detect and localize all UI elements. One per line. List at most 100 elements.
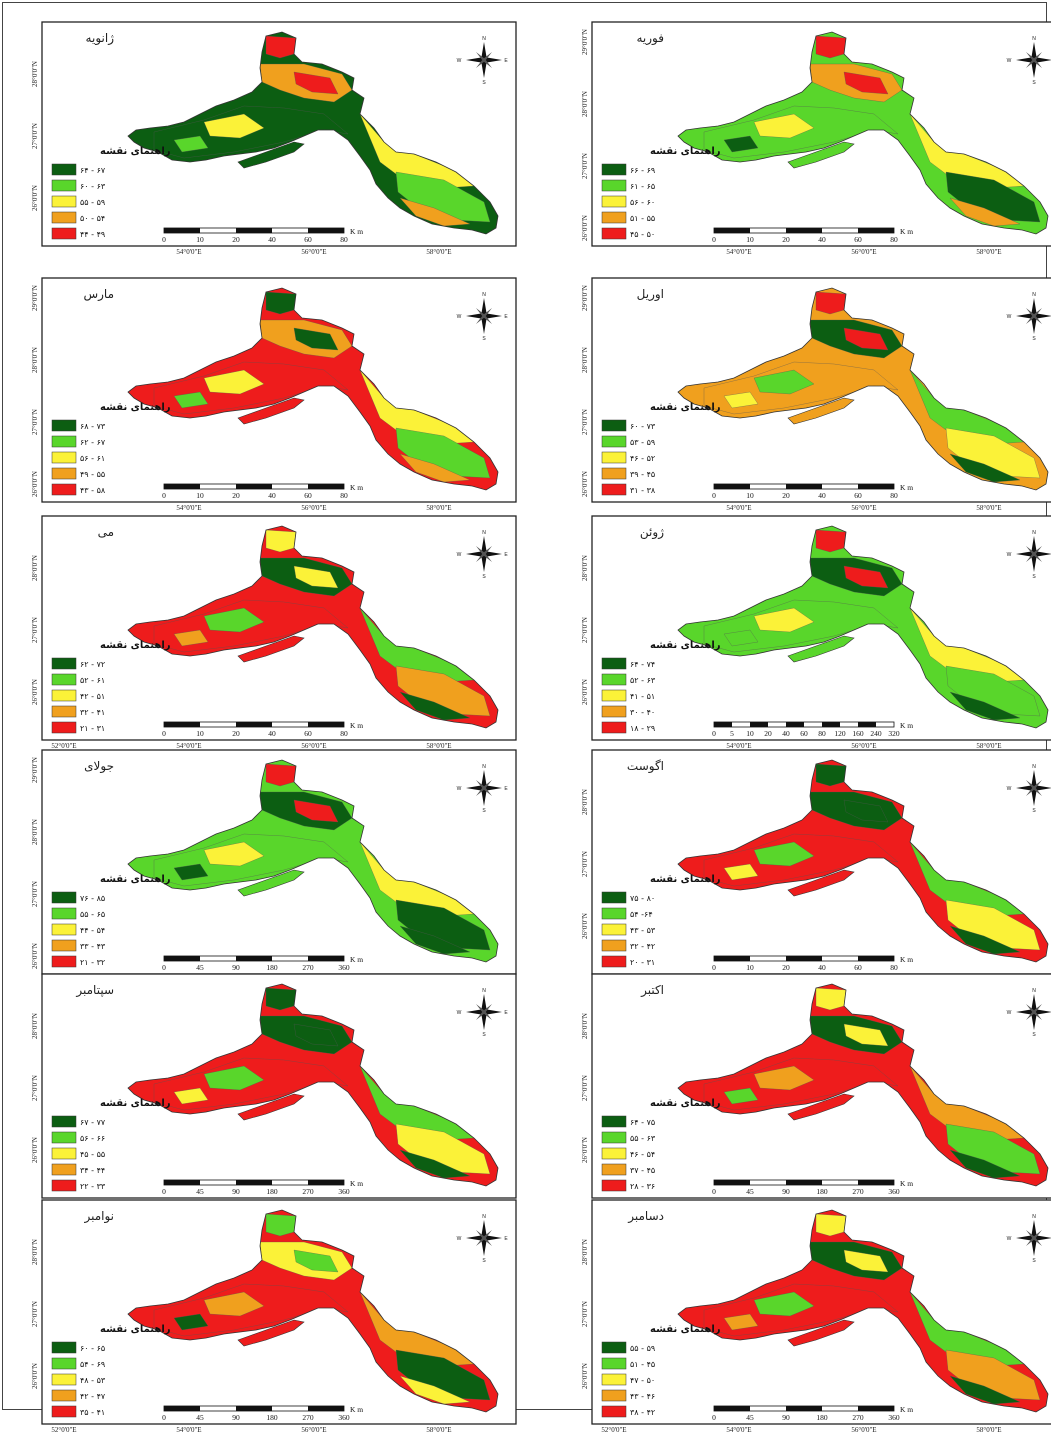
latitude-label: 28°0'0"N: [31, 1239, 39, 1265]
zone-polygon: [399, 197, 471, 227]
scale-label: 45: [746, 1187, 754, 1196]
island-polygon: [787, 635, 855, 663]
zone-polygon: [843, 565, 889, 589]
scale-label: 270: [852, 1413, 864, 1422]
svg-text:E: E: [504, 1010, 508, 1016]
month-title: فوریه: [636, 31, 664, 46]
legend-swatch: [51, 451, 77, 464]
legend-swatch: [601, 891, 627, 904]
svg-text:N: N: [1032, 530, 1036, 536]
legend-swatch: [51, 1115, 77, 1128]
north-arrow-icon: N S E W: [457, 292, 509, 342]
latitude-label: 27°0'0"N: [31, 1075, 39, 1101]
legend-label: ۳۷ - ۴۵: [630, 1166, 655, 1175]
scale-label: 20: [764, 729, 772, 738]
map-panel-september: سپتامبر N S E W راهنمای نقشه ۶۷ - ۷۷ ۵۶ - ۶۶ ۴۵ …: [4, 954, 524, 1208]
month-title: ژانویه: [86, 31, 115, 46]
scale-label: 360: [888, 1413, 900, 1422]
scale-unit: K m: [900, 955, 913, 964]
province-outline: [677, 287, 1049, 491]
latitude-label: 28°0'0"N: [581, 91, 589, 117]
north-arrow-icon: N S E W: [457, 1214, 509, 1264]
legend-swatch: [51, 891, 77, 904]
legend-swatch: [601, 1389, 627, 1402]
zone-polygon: [265, 1213, 297, 1237]
map-legend: راهنمای نقشه ۶۰ - ۶۵ ۵۴ - ۶۹ ۴۸ - ۵۳ ۴۲ - ۴۷…: [51, 1324, 171, 1418]
legend-swatch: [51, 721, 77, 734]
scale-unit: K m: [900, 227, 913, 236]
legend-label: ۴۲ - ۵۱: [80, 692, 105, 701]
map-svg: نوامبر N S E W راهنمای نقشه ۶۰ - ۶۵ ۵۴ - ۶۹ ۴۸ -…: [31, 1199, 517, 1434]
zone-polygon: [949, 453, 1021, 483]
scale-label: 60: [304, 235, 312, 244]
legend-label: ۵۱ - ۵۵: [630, 214, 655, 223]
province-outline: [127, 983, 499, 1187]
latitude-label: 29°0'0"N: [31, 285, 39, 311]
legend-swatch: [51, 1341, 77, 1354]
zone-polygon: [399, 925, 471, 955]
zone-polygon: [203, 607, 265, 633]
legend-swatch: [601, 211, 627, 224]
zone-polygon: [173, 135, 209, 153]
legend-label: ۲۱ - ۳۱: [80, 724, 105, 733]
scale-label: 20: [782, 491, 790, 500]
map-svg: مارس N S E W راهنمای نقشه ۶۸ - ۷۳ ۶۲ - ۶۷ ۵۶ - ۶…: [31, 277, 517, 512]
legend-swatch: [601, 673, 627, 686]
latitude-label: 28°0'0"N: [581, 347, 589, 373]
legend-swatch: [601, 1341, 627, 1354]
latitude-label: 26°0'0"N: [581, 1137, 589, 1163]
svg-text:W: W: [1007, 314, 1012, 320]
zone-polygon: [173, 391, 209, 409]
map-svg: جولای N S E W راهنمای نقشه ۷۶ - ۸۵ ۵۵ - ۶۵ ۴۴ - …: [31, 749, 517, 984]
scale-bar: 0 10 20 40 60 80K m: [162, 483, 363, 500]
zone-polygon: [949, 925, 1021, 955]
latitude-label: 27°0'0"N: [581, 409, 589, 435]
zone-polygon: [293, 799, 339, 823]
legend-swatch: [601, 451, 627, 464]
latitude-label: 27°0'0"N: [581, 851, 589, 877]
legend-swatch: [601, 1179, 627, 1192]
scale-label: 90: [782, 1413, 790, 1422]
scale-label: 160: [852, 729, 864, 738]
legend-title: راهنمای نقشه: [100, 402, 171, 413]
scale-label: 80: [890, 963, 898, 972]
legend-label: ۳۰ - ۴۰: [630, 708, 655, 717]
map-legend: راهنمای نقشه ۶۴ - ۷۵ ۵۵ - ۶۳ ۴۶ - ۵۴ ۳۷ - ۴۵…: [601, 1098, 721, 1192]
legend-label: ۴۴ - ۵۴: [80, 926, 105, 935]
scale-label: 60: [854, 963, 862, 972]
province-outline: [127, 1209, 499, 1413]
map-panel-may: می N S E W راهنمای نقشه ۶۲ - ۷۲ ۵۲ - ۶۱ ۴۲ - ۵۱ ۳…: [4, 496, 524, 750]
scale-label: 0: [712, 235, 716, 244]
svg-text:W: W: [457, 552, 462, 558]
province-outline: [677, 525, 1049, 729]
north-arrow-icon: N S E W: [457, 988, 509, 1038]
legend-swatch: [51, 483, 77, 496]
zone-polygon: [173, 1313, 209, 1331]
scale-bar: 0 10 20 40 60 80K m: [712, 227, 913, 244]
zone-polygon: [173, 1087, 209, 1105]
legend-swatch: [51, 673, 77, 686]
map-legend: راهنمای نقشه ۶۶ - ۶۹ ۶۱ - ۶۵ ۵۶ - ۶۰ ۵۱ - ۵۵…: [601, 146, 721, 240]
province-outline: [677, 1209, 1049, 1413]
latitude-label: 26°0'0"N: [581, 913, 589, 939]
scale-label: 0: [712, 491, 716, 500]
scale-label: 80: [340, 729, 348, 738]
legend-swatch: [51, 939, 77, 952]
scale-bar: 0 10 20 40 60 80K m: [162, 227, 363, 244]
month-title: مارس: [83, 287, 114, 302]
scale-label: 90: [232, 1413, 240, 1422]
scale-label: 0: [162, 1413, 166, 1422]
scale-label: 180: [266, 1413, 278, 1422]
map-svg: می N S E W راهنمای نقشه ۶۲ - ۷۲ ۵۲ - ۶۱ ۴۲ - ۵۱ ۳…: [31, 515, 517, 750]
scale-label: 40: [782, 729, 790, 738]
scale-label: 180: [816, 1413, 828, 1422]
svg-text:S: S: [1032, 336, 1036, 342]
longitude-label: 56°0'0"E: [301, 1426, 326, 1434]
legend-label: ۲۸ - ۳۶: [630, 1182, 655, 1191]
svg-text:N: N: [1032, 764, 1036, 770]
legend-swatch: [51, 705, 77, 718]
